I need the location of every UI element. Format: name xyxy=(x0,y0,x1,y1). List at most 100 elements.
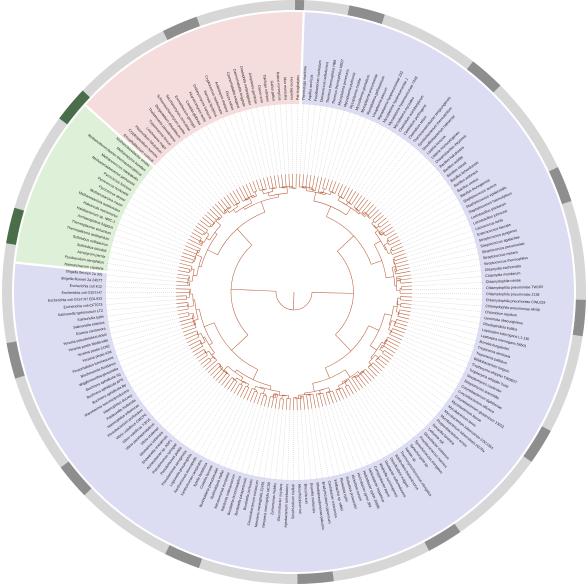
tree-branch xyxy=(242,185,250,199)
tree-branch xyxy=(400,299,412,301)
leaf-guide xyxy=(151,369,206,418)
tree-branch xyxy=(236,385,243,396)
leaf-guide xyxy=(411,282,484,287)
tree-branch xyxy=(384,313,392,316)
tree-branch xyxy=(205,350,209,354)
leaf-label: Mesorhizobium loti xyxy=(297,484,302,514)
leaf-guide xyxy=(297,409,300,482)
tree-branch xyxy=(191,232,202,239)
tree-branch xyxy=(379,349,384,353)
leaf-label: Chlamydia trachomatis xyxy=(485,264,522,272)
tree-branch xyxy=(192,345,203,353)
tree-branch xyxy=(252,369,259,380)
tree-branch xyxy=(378,223,391,233)
tree-branch-arc xyxy=(384,339,387,343)
tree-branch xyxy=(188,339,201,347)
leaf-guide xyxy=(340,400,369,467)
tree-branch xyxy=(309,394,313,409)
tree-branch xyxy=(370,364,380,374)
tree-branch xyxy=(220,199,229,210)
leaf-guide xyxy=(401,213,468,244)
tree-branch xyxy=(312,394,316,409)
leaf-guide xyxy=(371,380,419,436)
leaf-guide xyxy=(411,276,484,283)
tree-branch xyxy=(377,357,387,366)
tree-branch xyxy=(182,327,197,333)
tree-branch xyxy=(337,184,343,196)
tree-branch xyxy=(368,362,372,365)
tree-branch xyxy=(195,226,205,233)
leaf-guide xyxy=(117,335,185,363)
tree-branch-arc xyxy=(269,187,275,189)
tree-branch xyxy=(391,320,396,323)
tree-branch xyxy=(357,371,361,375)
leaf-guide xyxy=(132,191,195,230)
tree-branch xyxy=(263,177,267,190)
leaf-guide xyxy=(172,382,219,439)
leaf-guide xyxy=(218,400,248,467)
tree-branch xyxy=(384,242,389,246)
tree-branch xyxy=(374,215,384,223)
leaf-guide xyxy=(373,151,422,205)
tree-branch xyxy=(204,322,215,327)
tree-branch-arc xyxy=(236,377,246,384)
tree-branch xyxy=(319,390,321,394)
tree-branch-arc xyxy=(316,393,320,395)
tree-branch xyxy=(233,383,240,394)
tree-branch xyxy=(340,185,347,198)
leaf-label: Fusobacterium nucleatum xyxy=(314,60,323,102)
leaf-guide xyxy=(109,245,180,264)
tree-branch xyxy=(313,192,317,201)
tree-branch xyxy=(218,372,228,384)
tree-branch xyxy=(206,232,210,235)
leaf-guide xyxy=(136,358,197,400)
leaf-label: Escherichia coli O157:H7 EDL933 xyxy=(48,297,102,303)
leaf-guide xyxy=(250,106,268,178)
tree-branch xyxy=(260,201,266,213)
tree-branch xyxy=(328,391,334,404)
tree-branch xyxy=(279,391,281,396)
leaf-guide xyxy=(129,196,193,233)
tree-branch xyxy=(197,252,199,254)
leaf-guide xyxy=(375,155,427,208)
leaf-guide xyxy=(212,398,244,464)
leaf-guide xyxy=(273,103,282,175)
leaf-guide xyxy=(381,370,436,419)
tree-branch xyxy=(213,367,223,379)
tree-branch xyxy=(256,180,261,191)
leaf-label: Salmonella typhimurium LT2 xyxy=(58,309,103,317)
tree-branch xyxy=(224,377,233,388)
tree-branch xyxy=(331,181,337,193)
domain-separator-0 xyxy=(1,260,108,274)
tree-branch xyxy=(311,175,315,191)
tree-branch xyxy=(176,305,189,308)
leaf-guide xyxy=(155,372,209,423)
leaf-guide xyxy=(124,345,190,379)
tree-branch xyxy=(362,211,365,214)
tree-branch-arc xyxy=(233,202,239,206)
leaf-guide xyxy=(227,113,254,182)
tree-branch xyxy=(271,188,274,192)
tree-branch-arc xyxy=(397,313,399,317)
tree-branch xyxy=(362,370,372,382)
leaf-guide xyxy=(388,362,447,406)
tree-branch-arc xyxy=(237,202,241,205)
tree-branch xyxy=(367,207,377,217)
tree-branch xyxy=(198,266,202,268)
ring-segment xyxy=(295,0,305,11)
tree-branch xyxy=(210,365,221,376)
leaf-guide xyxy=(368,383,415,440)
tree-branch xyxy=(190,342,202,350)
tree-branch xyxy=(176,298,187,301)
leaf-guide xyxy=(362,387,405,447)
leaf-guide xyxy=(335,114,362,182)
leaf-label: Neisseria meningitidis MC58 xyxy=(261,482,271,528)
leaf-guide xyxy=(304,409,312,482)
leaf-label: Salmonella typhi xyxy=(77,315,104,322)
tree-branch xyxy=(267,192,270,197)
leaf-guide xyxy=(140,361,199,404)
tree-branch xyxy=(197,223,208,231)
tree-branch xyxy=(386,276,394,279)
leaf-guide xyxy=(104,296,177,299)
tree-branch xyxy=(391,266,396,268)
